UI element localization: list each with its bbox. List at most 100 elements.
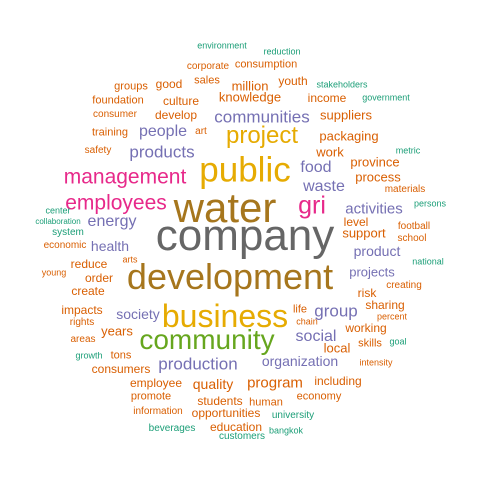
cloud-word: youth (278, 74, 308, 88)
cloud-word: province (350, 154, 400, 170)
cloud-word: opportunities (191, 406, 261, 420)
cloud-word: impacts (61, 303, 103, 317)
cloud-word: foundation (92, 94, 144, 107)
cloud-word: quality (192, 376, 234, 392)
cloud-word: order (84, 271, 114, 285)
cloud-word: skills (358, 337, 382, 350)
cloud-word: project (225, 122, 299, 149)
cloud-word: training (91, 126, 129, 139)
cloud-word: employees (65, 191, 167, 215)
cloud-word: bangkok (268, 425, 304, 436)
cloud-word: product (353, 243, 401, 259)
cloud-word: working (345, 321, 387, 335)
cloud-word: customers (218, 431, 266, 442)
cloud-word: consumers (91, 362, 151, 376)
cloud-word: develop (154, 108, 198, 122)
cloud-word: group (314, 301, 358, 321)
cloud-word: organization (261, 353, 339, 369)
cloud-word: work (316, 144, 344, 160)
cloud-word: corporate (186, 61, 230, 72)
cloud-word: information (133, 406, 183, 417)
cloud-word: program (247, 374, 303, 392)
cloud-word: local (323, 340, 351, 356)
cloud-word: employee (129, 376, 183, 390)
cloud-word: areas (70, 334, 96, 345)
cloud-word: community (139, 324, 275, 355)
cloud-word: suppliers (319, 107, 373, 123)
cloud-word: life (292, 303, 308, 316)
cloud-word: promote (130, 390, 172, 403)
cloud-word: materials (384, 184, 426, 195)
cloud-word: knowledge (218, 89, 282, 105)
cloud-word: persons (413, 198, 447, 209)
cloud-word: university (271, 410, 315, 421)
cloud-word: level (343, 215, 369, 229)
cloud-word: beverages (148, 423, 196, 434)
cloud-word: sales (194, 74, 220, 87)
cloud-word: products (129, 142, 195, 162)
cloud-word: rights (69, 317, 95, 328)
cloud-word: million (231, 78, 269, 94)
cloud-word: packaging (319, 128, 379, 144)
cloud-word: energy (87, 213, 137, 230)
cloud-word: safety (84, 145, 112, 156)
cloud-word: social (295, 328, 337, 345)
cloud-word: good (155, 77, 183, 91)
cloud-word: percent (376, 311, 408, 322)
cloud-word: consumption (234, 58, 298, 71)
cloud-word: production (158, 354, 238, 374)
cloud-word: reduction (263, 46, 301, 57)
cloud-word: growth (75, 350, 103, 361)
cloud-word: culture (162, 94, 200, 108)
cloud-word: tons (110, 349, 132, 362)
cloud-word: arts (122, 254, 138, 265)
cloud-word: art (195, 126, 207, 137)
cloud-word: people (138, 123, 188, 140)
cloud-word: young (41, 267, 67, 278)
cloud-word: years (101, 323, 133, 339)
cloud-word: including (314, 374, 362, 388)
cloud-word: business (161, 298, 289, 334)
cloud-word: income (307, 91, 347, 105)
cloud-word: system (52, 227, 84, 238)
cloud-word: activities (345, 200, 403, 218)
cloud-word: creating (386, 280, 422, 291)
cloud-word: national (412, 256, 444, 267)
cloud-word: society (116, 306, 160, 322)
cloud-word: food (300, 159, 332, 176)
cloud-word: public (199, 150, 291, 190)
cloud-word: human (249, 396, 283, 409)
cloud-word: health (90, 238, 130, 254)
cloud-word: process (355, 169, 401, 185)
cloud-word: consumer (93, 109, 137, 120)
cloud-word: stakeholders (316, 79, 368, 90)
cloud-word: environment (197, 40, 247, 51)
cloud-word: water (173, 184, 277, 231)
cloud-word: education (209, 420, 263, 434)
cloud-word: groups (114, 80, 148, 93)
cloud-word: football (397, 221, 431, 232)
cloud-word: sharing (365, 298, 405, 312)
cloud-word: metric (395, 145, 421, 156)
cloud-word: goal (389, 336, 407, 347)
cloud-word: management (63, 165, 187, 189)
cloud-word: chain (296, 316, 318, 327)
cloud-word: support (342, 225, 386, 241)
cloud-word: development (126, 256, 334, 297)
cloud-word: economic (43, 240, 87, 251)
cloud-word: reduce (70, 257, 108, 271)
cloud-word: intensity (359, 357, 393, 368)
cloud-word: students (197, 394, 243, 408)
cloud-word: center (45, 205, 71, 216)
cloud-word: collaboration (35, 217, 81, 226)
cloud-word: communities (214, 107, 310, 127)
cloud-word: school (397, 233, 427, 244)
cloud-word: company (155, 211, 335, 260)
cloud-word: waste (303, 178, 345, 195)
cloud-word: gri (298, 191, 326, 220)
cloud-word: create (71, 284, 105, 298)
cloud-word: government (362, 92, 410, 103)
cloud-word: projects (349, 264, 395, 280)
cloud-word: risk (357, 286, 377, 300)
